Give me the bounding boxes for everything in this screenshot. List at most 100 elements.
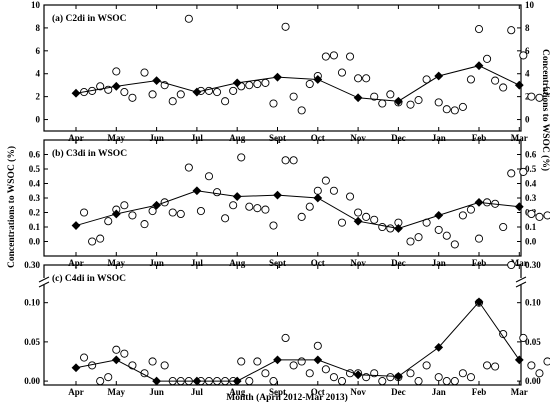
panel-frame [43,4,522,132]
sample-point [527,209,536,218]
monthly-mean-marker [152,76,161,85]
sample-point [527,92,536,101]
x-tick-label: Dec [391,133,406,143]
monthly-mean-marker [313,193,323,203]
sample-point [96,234,105,243]
sample-point [386,90,395,99]
x-tick-label: Jun [149,387,164,397]
axis-break-mark [515,276,527,283]
sample-point [305,369,314,378]
y-tick-label-left: 0.30 [24,260,40,270]
x-tick-label: Jul [191,258,204,268]
sample-point [474,234,484,243]
monthly-mean-marker [273,190,282,200]
sample-point [229,86,238,95]
monthly-mean-marker [514,202,524,212]
y-tick-label-left: 0.3 [29,193,41,203]
x-tick-label: Sept [269,133,286,143]
sample-point [450,377,459,386]
sample-point [499,329,508,339]
sample-point [112,67,121,76]
sample-point [245,377,254,386]
sample-point [269,377,278,386]
y-tick-label-right: 0.5 [525,164,537,174]
sample-point [354,208,363,217]
sample-point [466,205,475,214]
sample-point [386,373,395,382]
sample-point [458,369,467,378]
sample-point [378,99,387,108]
x-tick-label: May [108,133,126,143]
y-tick-label-left: 0.5 [29,164,41,174]
sample-point [96,82,105,91]
sample-point [281,156,290,165]
sample-point [261,78,270,87]
x-tick-label: Oct [311,258,325,268]
y-tick-label-right: 0.10 [525,298,541,308]
sample-point [458,102,467,111]
sample-point [212,88,222,97]
sample-point [527,361,536,370]
sample-point [378,222,387,232]
sample-point [414,96,423,105]
sample-point [499,222,508,232]
monthly-mean-marker [313,75,323,84]
sample-point [507,26,516,35]
sample-point [176,209,185,218]
sample-point [269,99,278,108]
y-axis-label-left: Concentrations to WSOC (%) [6,146,17,268]
panel-2: 0.00 0.00 0.05 0.05 0.10 0.10 0.30 0.30 Apr May Ju… [24,260,550,397]
y-tick-label-left: 10 [31,0,41,10]
monthly-mean-marker [111,81,121,91]
monthly-mean-marker [273,355,282,365]
sample-point [253,357,262,366]
monthly-mean-marker [353,370,363,380]
sample-point [261,205,270,214]
monthly-mean-marker [192,186,202,196]
sample-point [329,186,338,195]
sample-point [120,349,129,358]
axis-break-gap [516,278,526,285]
axis-break-mark [515,281,527,288]
sample-point [184,163,193,172]
sample-point [450,106,459,115]
sample-point [148,206,157,216]
sample-point [321,52,330,61]
y-tick-label-left: 0.2 [29,208,41,218]
x-tick-label: Jun [149,133,164,143]
y-tick-label-left: 2 [36,92,41,102]
monthly-mean-marker [152,376,161,386]
monthly-mean-marker [232,78,242,88]
monthly-mean-marker [474,197,484,207]
x-tick-label: Apr [68,387,84,397]
y-tick-label-left: 0.0 [29,237,41,247]
monthly-mean-marker [394,371,403,381]
sample-point [261,369,270,378]
sample-point [442,105,451,114]
sample-point [386,224,395,233]
sample-point [281,333,290,343]
sample-point [483,198,492,207]
monthly-mean-marker [394,224,403,233]
sample-point [297,106,306,115]
sample-point [204,172,214,181]
axis-break-mark [38,281,50,288]
y-tick-label-right: 6 [525,46,530,56]
sample-point [289,361,298,370]
monthly-mean-marker [394,96,403,106]
sample-point [337,377,347,386]
x-tick-label: Mar [511,258,528,268]
sample-point [184,14,193,23]
y-tick-label-right: 0.30 [525,260,541,270]
panel-title: (a) C2di in WSOC [52,13,127,24]
x-tick-label: May [108,387,126,397]
x-tick-label: Mar [511,133,528,143]
sample-point [370,215,379,224]
monthly-mean-marker [434,211,444,220]
sample-point [345,52,355,61]
panel-frame [43,264,522,386]
sample-point [543,357,550,366]
x-tick-label: Oct [311,133,325,143]
sample-point [305,202,314,211]
